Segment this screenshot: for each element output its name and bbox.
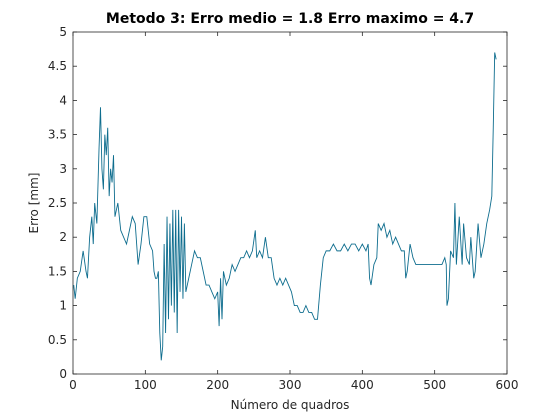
- y-tick-label: 1: [59, 299, 67, 313]
- x-tick-label: 300: [279, 378, 302, 392]
- y-tick-label: 3.5: [48, 128, 67, 142]
- x-tick-label: 500: [423, 378, 446, 392]
- y-tick-label: 1.5: [48, 264, 67, 278]
- y-tick-label: 2: [59, 230, 67, 244]
- y-tick-label: 5: [59, 25, 67, 39]
- y-tick-label: 0: [59, 367, 67, 381]
- x-tick-label: 400: [351, 378, 374, 392]
- y-tick-label: 4: [59, 93, 67, 107]
- chart-title: Metodo 3: Erro medio = 1.8 Erro maximo =…: [106, 11, 474, 27]
- y-tick-label: 0.5: [48, 333, 67, 347]
- x-tick-label: 100: [134, 378, 157, 392]
- x-tick-label: 0: [69, 378, 77, 392]
- data-line: [73, 52, 497, 361]
- y-tick-label: 4.5: [48, 59, 67, 73]
- x-tick-label: 600: [496, 378, 519, 392]
- x-tick-label: 200: [206, 378, 229, 392]
- x-axis-label: Número de quadros: [231, 398, 350, 412]
- y-axis-label: Erro [mm]: [27, 173, 41, 234]
- y-tick-label: 3: [59, 162, 67, 176]
- y-tick-label: 2.5: [48, 196, 67, 210]
